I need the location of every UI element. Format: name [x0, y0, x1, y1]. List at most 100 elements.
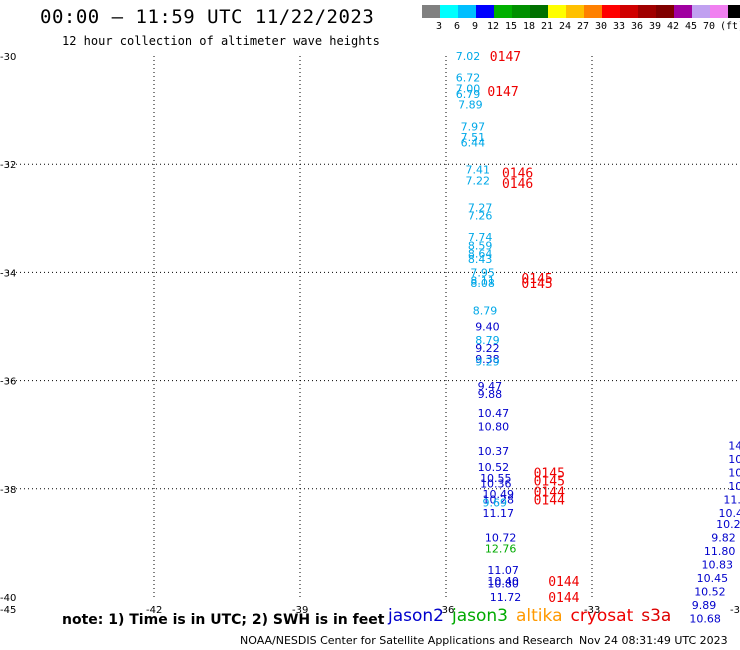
time-label: 0147	[490, 50, 521, 65]
time-label: 0144	[548, 575, 579, 590]
wave-height-value: 6.79	[456, 88, 481, 101]
wave-height-value: 9.88	[478, 388, 503, 401]
color-scale-label: 30	[595, 21, 608, 32]
wave-height-value: 7.26	[468, 210, 493, 223]
note-text: note: 1) Time is in UTC; 2) SWH is in fe…	[62, 612, 385, 628]
lat-tick-label: -32	[0, 160, 16, 171]
time-label: 0146	[502, 177, 533, 192]
color-scale-label: 42	[667, 21, 680, 32]
wave-height-value: 9.22	[475, 342, 500, 355]
lon-tick-label: -36	[438, 605, 454, 616]
wave-height-value: 9.29	[475, 356, 500, 369]
wave-height-value: 8.59	[468, 239, 493, 252]
wave-height-value: 7.41	[465, 164, 490, 177]
time-label: 0146	[502, 166, 533, 181]
time-label: 0144	[534, 486, 565, 501]
color-scale-label: 70	[703, 21, 716, 32]
wave-height-value: 9.82	[711, 531, 736, 544]
color-scale	[422, 5, 740, 18]
wave-height-value: 8.43	[468, 253, 493, 266]
wave-height-value: 11.17	[483, 507, 515, 520]
legend-s3a: s3a	[641, 606, 672, 626]
wave-height-value: 10.7	[728, 480, 740, 493]
lon-tick-label: -39	[292, 605, 308, 616]
wave-height-value: 9.40	[475, 321, 500, 334]
lat-tick-label: -36	[0, 377, 16, 388]
wave-height-value: 10.80	[487, 577, 519, 590]
wave-height-value: 7.22	[465, 174, 490, 187]
color-scale-label: 24	[559, 21, 572, 32]
color-scale-label: 9	[472, 21, 479, 32]
lat-tick-label: -34	[0, 268, 16, 279]
wave-height-value: 10.37	[478, 445, 510, 458]
wave-height-value: 14	[728, 440, 740, 453]
color-swatch	[530, 5, 548, 18]
wave-height-value: 7.27	[468, 201, 493, 214]
color-swatch	[566, 5, 584, 18]
lon-tick-label: -45	[0, 605, 16, 616]
credit-text: NOAA/NESDIS Center for Satellite Applica…	[240, 634, 574, 647]
color-scale-label: 36	[631, 21, 644, 32]
wave-height-value: 10.43	[719, 507, 740, 520]
wave-height-value: 10.47	[478, 407, 510, 420]
lat-tick-label: -40	[0, 593, 16, 604]
wave-height-value: 10.40	[487, 575, 519, 588]
wave-height-value: 11.1	[723, 494, 740, 507]
wave-height-value: 11.72	[490, 591, 522, 604]
wave-height-value: 7.02	[456, 50, 481, 63]
wave-height-value: 10.52	[478, 461, 510, 474]
color-scale-label: 45	[685, 21, 698, 32]
wave-height-value: 7.97	[461, 120, 486, 133]
lon-tick-label: -33	[584, 605, 600, 616]
wave-height-value: 7.89	[458, 99, 483, 112]
time-label: 0144	[534, 494, 565, 509]
wave-height-value: 10.36	[480, 477, 512, 490]
lon-tick-label: -42	[146, 605, 162, 616]
color-scale-label: 21	[541, 21, 554, 32]
time-label: 0147	[487, 85, 518, 100]
map-title: 00:00 – 11:59 UTC 11/22/2023	[40, 6, 375, 28]
wave-height-value: 10.52	[694, 586, 726, 599]
color-scale-label: 33	[613, 21, 626, 32]
wave-height-value: 10	[728, 467, 740, 480]
legend-jason2: jason2	[388, 606, 444, 626]
legend-altika: altika	[516, 606, 563, 626]
color-swatch	[656, 5, 674, 18]
color-swatch	[458, 5, 476, 18]
wave-height-value: 10.49	[483, 488, 515, 501]
time-label: 0145	[534, 467, 565, 482]
color-scale-label: 15	[505, 21, 518, 32]
color-scale-label: 18	[523, 21, 536, 32]
color-swatch	[548, 5, 566, 18]
wave-height-value: 8.64	[468, 247, 493, 260]
color-scale-label: 3	[436, 21, 443, 32]
wave-height-value: 10.80	[478, 421, 510, 434]
wave-height-value: 7.51	[461, 131, 486, 144]
color-scale-label: 39	[649, 21, 662, 32]
color-scale-label: 27	[577, 21, 590, 32]
color-swatch	[674, 5, 692, 18]
color-swatch	[692, 5, 710, 18]
wave-height-value: 10.55	[480, 472, 512, 485]
color-swatch	[584, 5, 602, 18]
time-label: 0144	[548, 591, 579, 606]
color-swatch	[638, 5, 656, 18]
wave-height-value: 10.28	[483, 494, 515, 507]
color-scale-unit: (ft)	[720, 21, 740, 32]
wave-height-value: 7.95	[470, 266, 495, 279]
wave-height-value: 10.21	[716, 518, 740, 531]
color-swatch	[512, 5, 530, 18]
wave-height-value: 8.79	[475, 334, 500, 347]
map-subtitle: 12 hour collection of altimeter wave hei…	[62, 34, 380, 48]
wave-height-value: 7.00	[456, 82, 481, 95]
time-label: 0145	[534, 475, 565, 490]
color-swatch	[710, 5, 728, 18]
color-swatch	[620, 5, 638, 18]
lat-tick-label: -38	[0, 485, 16, 496]
wave-height-value: 9.38	[475, 353, 500, 366]
color-scale-label: 12	[487, 21, 500, 32]
wave-height-value: 10.72	[485, 531, 517, 544]
color-swatch	[494, 5, 512, 18]
